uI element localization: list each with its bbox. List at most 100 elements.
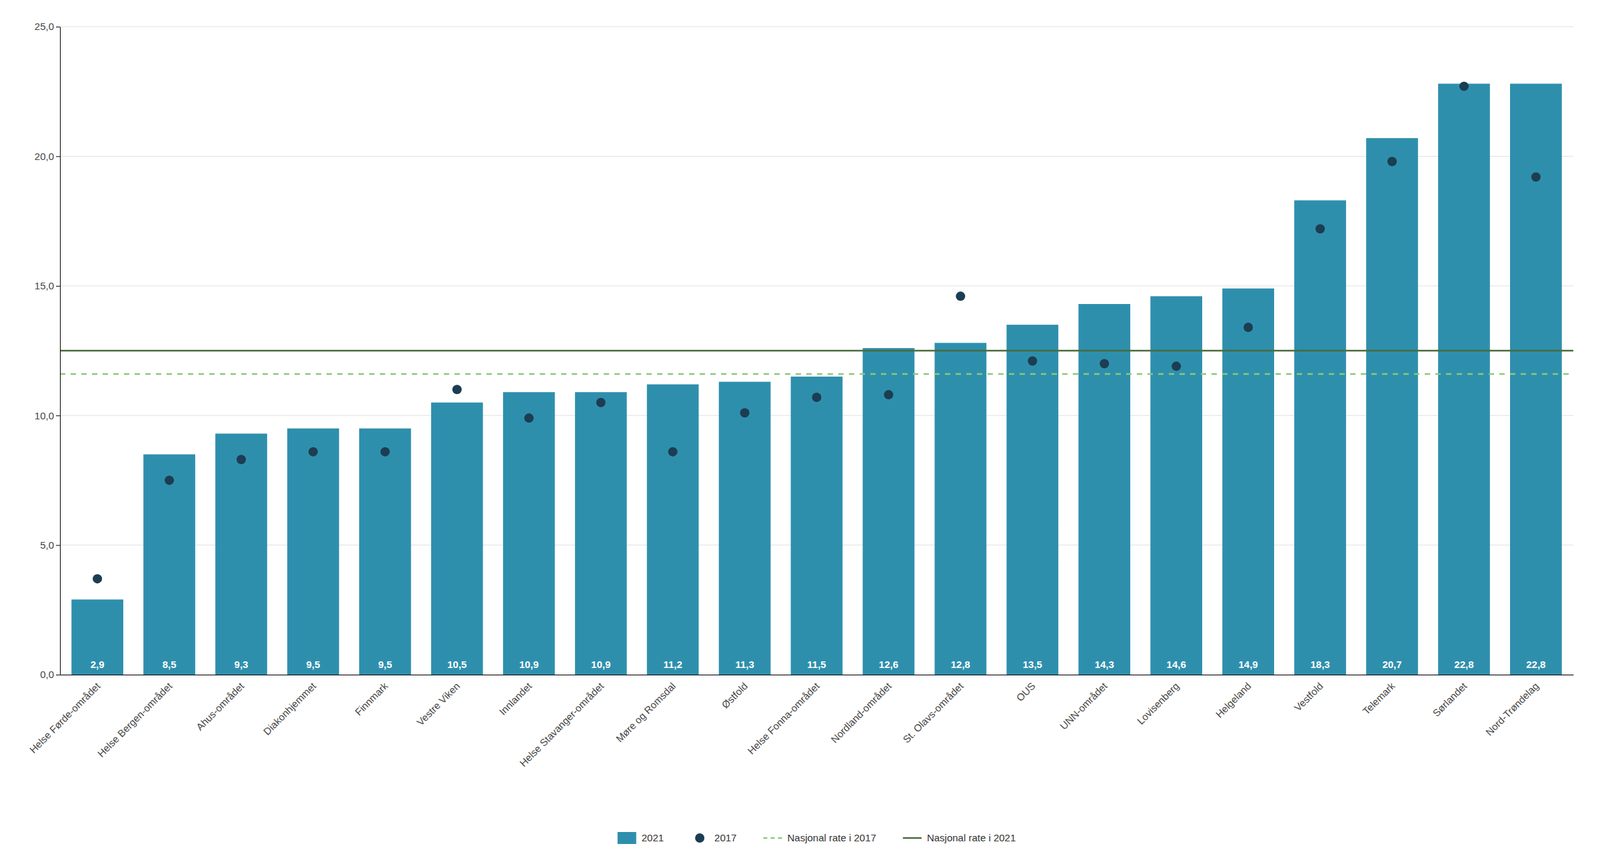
- x-tick-label: Vestfold: [1292, 679, 1326, 714]
- x-tick: Helse Fonna-området: [745, 679, 822, 757]
- legend-swatch: [763, 836, 782, 839]
- bar: [503, 391, 556, 675]
- y-tick: 10,0: [34, 409, 60, 422]
- x-tick: Helgeland: [1213, 679, 1254, 720]
- x-tick-label: UNN-området: [1057, 679, 1110, 732]
- dot: [1243, 322, 1253, 332]
- x-tick: Innlandet: [497, 679, 535, 718]
- data-label: 10,9: [591, 658, 611, 670]
- legend-swatch: [617, 831, 637, 844]
- reference-line: [59, 373, 1574, 376]
- data-label: 22,8: [1454, 658, 1474, 670]
- x-tick: Østfold: [719, 679, 750, 711]
- data-label: 20,7: [1382, 658, 1402, 670]
- dot: [380, 447, 390, 457]
- dot: [1531, 172, 1541, 182]
- data-label: 11,2: [663, 658, 682, 670]
- dot: [812, 392, 822, 402]
- legend-label: Nasjonal rate i 2017: [787, 831, 876, 843]
- data-label: 12,8: [950, 658, 971, 670]
- dot: [955, 291, 965, 301]
- bar: [1510, 83, 1563, 675]
- x-tick: Helse Førde-området: [27, 679, 103, 756]
- legend-item: Nasjonal rate i 2021: [902, 831, 1016, 843]
- legend-label: 2017: [714, 831, 737, 843]
- x-tick: OUS: [1014, 679, 1038, 704]
- x-tick: St. Olavs-området: [900, 679, 966, 746]
- data-label: 9,5: [377, 658, 392, 670]
- x-tick-label: Helgeland: [1213, 679, 1254, 720]
- data-label: 12,6: [878, 658, 899, 670]
- x-tick-label: Lovisenberg: [1134, 679, 1182, 727]
- bar: [1366, 137, 1419, 675]
- x-tick: Diakonhjemmet: [261, 679, 319, 738]
- dot: [452, 384, 462, 394]
- dot: [1387, 156, 1397, 166]
- x-tick-label: Helse Bergen-området: [95, 679, 175, 760]
- y-tick-mark: [55, 415, 60, 416]
- y-tick: 0,0: [39, 668, 60, 680]
- x-tick: Møre og Romsdal: [613, 679, 678, 744]
- bar: [215, 433, 268, 675]
- x-tick: Sørlandet: [1430, 679, 1470, 720]
- x-tick: Vestre Viken: [414, 679, 462, 728]
- y-tick-mark: [55, 545, 60, 546]
- data-label: 9,5: [306, 658, 321, 670]
- bar: [287, 428, 340, 675]
- legend-item: Nasjonal rate i 2017: [763, 831, 876, 843]
- bar: [647, 384, 700, 675]
- x-tick-label: Møre og Romsdal: [613, 679, 678, 744]
- bar: [1006, 324, 1059, 675]
- grid-line: [59, 155, 1574, 157]
- data-label: 18,3: [1310, 658, 1330, 670]
- legend-swatch: [902, 836, 922, 839]
- bar: [862, 347, 915, 675]
- y-tick-label: 0,0: [39, 668, 54, 680]
- dot: [740, 407, 750, 418]
- y-tick-label: 20,0: [34, 150, 54, 162]
- bar: [1294, 199, 1347, 675]
- data-label: 14,9: [1238, 658, 1259, 670]
- x-tick-label: Sørlandet: [1430, 679, 1470, 720]
- plot: 2,98,59,39,59,510,510,910,911,211,311,51…: [27, 20, 1575, 769]
- grid-line: [59, 285, 1574, 286]
- legend-item: 2017: [695, 831, 737, 843]
- bar: [719, 381, 772, 675]
- x-tick-label: Ahus-området: [193, 679, 247, 733]
- bar: [359, 428, 412, 675]
- y-tick-mark: [55, 26, 60, 28]
- data-label: 10,9: [519, 658, 539, 670]
- x-tick: Vestfold: [1292, 679, 1326, 714]
- y-tick: 15,0: [34, 279, 60, 292]
- data-label: 14,6: [1166, 658, 1187, 670]
- data-labels: 2,98,59,39,59,510,510,910,911,211,311,51…: [90, 658, 1547, 670]
- x-tick-label: Telemark: [1360, 679, 1397, 717]
- legend-label: 2021: [641, 831, 664, 843]
- grid: [59, 26, 1574, 675]
- data-label: 13,5: [1022, 658, 1043, 670]
- dot: [1171, 361, 1181, 371]
- x-tick-label: Helse Stavanger-området: [517, 679, 606, 769]
- bar: [143, 454, 196, 675]
- dot: [236, 454, 246, 464]
- dot: [883, 389, 893, 400]
- y-tick: 25,0: [34, 20, 60, 32]
- reference-line: [59, 349, 1574, 352]
- data-label: 10,5: [447, 658, 467, 670]
- data-label: 11,3: [735, 658, 754, 670]
- legend-item: 2021: [617, 831, 664, 844]
- y-tick: 5,0: [39, 539, 60, 551]
- data-label: 22,8: [1526, 658, 1546, 670]
- x-tick-label: Finnmark: [352, 679, 391, 718]
- x-tick-label: Nordland-området: [828, 679, 894, 746]
- bar: [1078, 303, 1131, 675]
- legend: 2021 2017 Nasjonal rate i 2017 Nasjonal rat…: [617, 831, 1017, 844]
- marks: [59, 81, 1574, 675]
- dot: [92, 573, 102, 584]
- x-tick-label: Østfold: [719, 679, 750, 711]
- grid-line: [59, 26, 1574, 28]
- dot: [164, 475, 174, 485]
- x-tick: Helse Stavanger-området: [517, 679, 606, 769]
- x-tick-label: Vestre Viken: [414, 679, 462, 728]
- x-tick: Helse Bergen-området: [95, 679, 175, 760]
